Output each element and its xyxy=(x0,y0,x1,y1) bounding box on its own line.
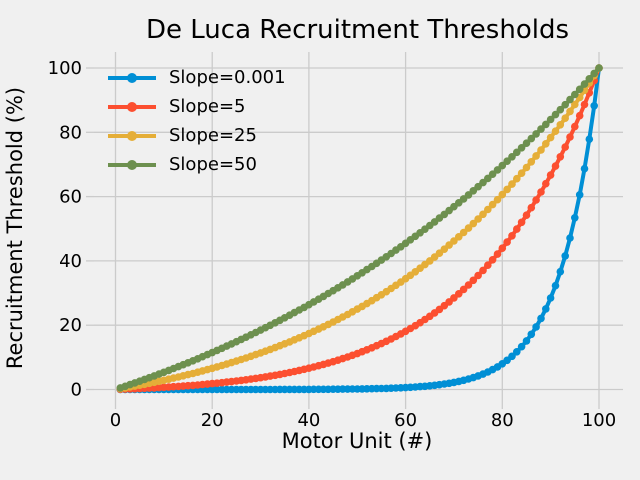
x-tick-label: 60 xyxy=(394,410,417,431)
legend-item: Slope=5 xyxy=(106,92,286,121)
legend-label: Slope=25 xyxy=(169,125,257,146)
legend-label: Slope=50 xyxy=(169,154,257,175)
legend-item: Slope=25 xyxy=(106,121,286,150)
x-tick-label: 0 xyxy=(110,410,121,431)
x-tick-label: 100 xyxy=(582,410,616,431)
x-tick-label: 80 xyxy=(491,410,514,431)
x-tick-label: 20 xyxy=(201,410,224,431)
legend-item: Slope=0.001 xyxy=(106,63,286,92)
y-tick-label: 100 xyxy=(48,58,82,79)
legend-label: Slope=5 xyxy=(169,96,246,117)
y-tick-label: 80 xyxy=(59,122,82,143)
legend-label: Slope=0.001 xyxy=(169,67,286,88)
y-axis-label: Recruitment Threshold (%) xyxy=(3,86,27,370)
legend-line-icon xyxy=(108,159,156,170)
x-tick-label: 40 xyxy=(297,410,320,431)
legend: Slope=0.001 Slope=5 Slope=25 Slope=50 xyxy=(106,63,286,179)
y-tick-label: 40 xyxy=(59,251,82,272)
y-tick-label: 0 xyxy=(71,380,82,401)
x-axis-label: Motor Unit (#) xyxy=(281,429,433,453)
y-tick-label: 60 xyxy=(59,187,82,208)
legend-line-icon xyxy=(108,72,156,83)
legend-line-icon xyxy=(108,130,156,141)
y-tick-label: 20 xyxy=(59,315,82,336)
legend-item: Slope=50 xyxy=(106,150,286,179)
legend-line-icon xyxy=(108,101,156,112)
chart-title: De Luca Recruitment Thresholds xyxy=(146,15,569,45)
